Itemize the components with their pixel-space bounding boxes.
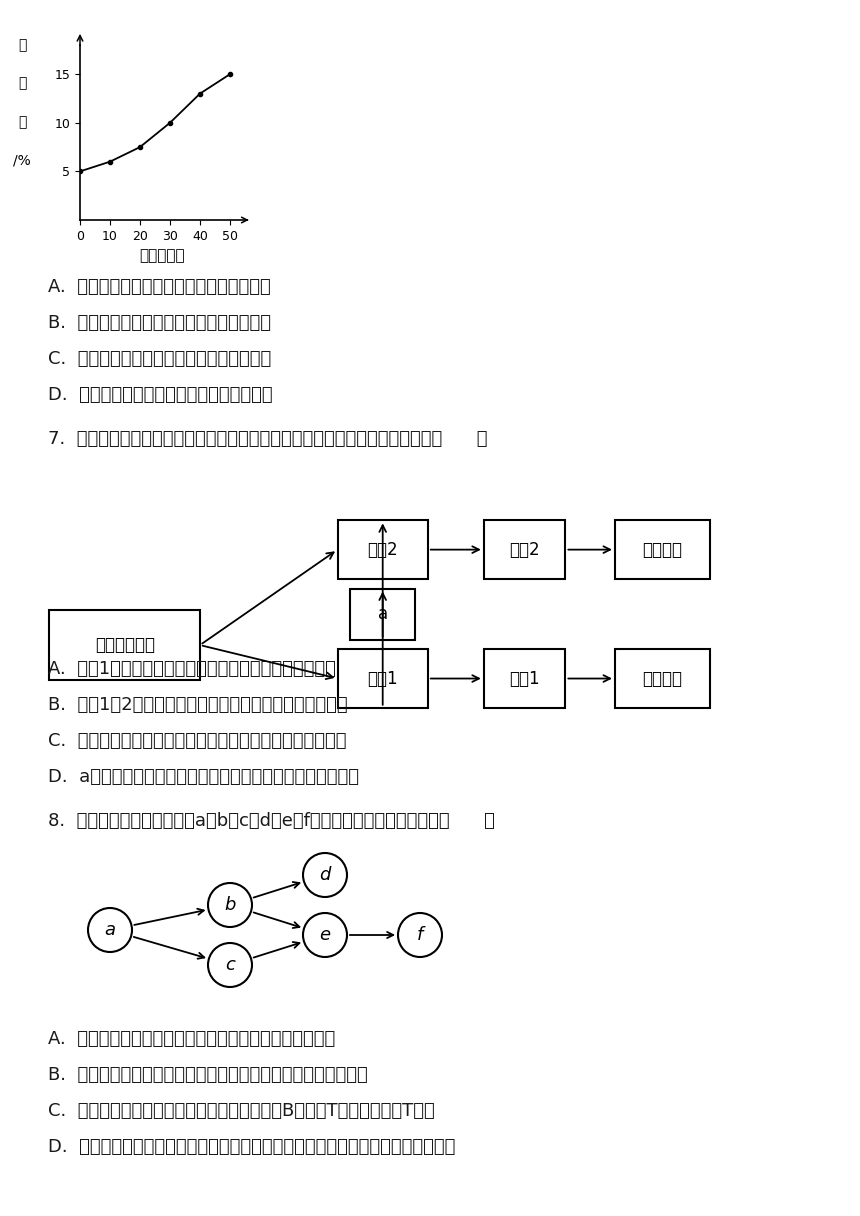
Text: 8.  下侧的生物学概念图中，a、b、c、d、e、f依次所代表的概念正确的是（      ）: 8. 下侧的生物学概念图中，a、b、c、d、e、f依次所代表的概念正确的是（ ） — [48, 812, 494, 831]
Bar — [483, 520, 566, 579]
Text: 品系2: 品系2 — [509, 541, 540, 558]
Bar — [337, 649, 428, 708]
Circle shape — [208, 883, 252, 927]
Text: A.  定向诱导了控制高含油量基因的自由组合: A. 定向诱导了控制高含油量基因的自由组合 — [48, 278, 271, 295]
Text: 蒙古冰草: 蒙古冰草 — [642, 670, 682, 687]
Text: 某冰草原种群: 某冰草原种群 — [95, 636, 155, 654]
Bar — [615, 520, 710, 579]
Text: b: b — [224, 896, 236, 914]
Text: a: a — [105, 921, 115, 939]
Text: B.  神经系统、中枢神经系统、外周神经系统、脑、脊髓、言语区: B. 神经系统、中枢神经系统、外周神经系统、脑、脊髓、言语区 — [48, 1066, 368, 1083]
Circle shape — [398, 913, 442, 957]
Text: 种群2: 种群2 — [367, 541, 398, 558]
X-axis label: 选择世代数: 选择世代数 — [139, 248, 185, 264]
Text: /%: /% — [14, 153, 31, 168]
Bar — [615, 649, 710, 708]
Text: D.  生态系统结构、营养结构、组成成分、非生物的物质和能量、生物群落、生产者: D. 生态系统结构、营养结构、组成成分、非生物的物质和能量、生物群落、生产者 — [48, 1138, 456, 1156]
Text: 量: 量 — [18, 116, 27, 129]
Text: a: a — [378, 606, 388, 623]
Bar — [49, 610, 200, 681]
Text: e: e — [319, 927, 330, 944]
Text: C.  免疫细胞、淋巴细胞、树突状和巨噬细胞、B细胞、T细胞、辅助性T细胞: C. 免疫细胞、淋巴细胞、树突状和巨噬细胞、B细胞、T细胞、辅助性T细胞 — [48, 1102, 435, 1120]
Text: A.  种群1个体间形态等方面的差异，体现的是遗传多样性: A. 种群1个体间形态等方面的差异，体现的是遗传多样性 — [48, 660, 336, 679]
Text: C.  蒙古冰草和沙生冰草利用的资源相同和占有的生态位相同: C. 蒙古冰草和沙生冰草利用的资源相同和占有的生态位相同 — [48, 732, 347, 750]
Bar — [351, 589, 415, 640]
Text: f: f — [417, 927, 423, 944]
Text: D.  人工选择使高含油量基因的基因频率增大: D. 人工选择使高含油量基因的基因频率增大 — [48, 385, 273, 404]
Text: 沙生冰草: 沙生冰草 — [642, 541, 682, 558]
Text: D.  a是地理隔离，是形成蒙古冰草和沙生冰草两个物种的标志: D. a是地理隔离，是形成蒙古冰草和沙生冰草两个物种的标志 — [48, 769, 359, 786]
Circle shape — [303, 913, 347, 957]
Text: c: c — [225, 956, 235, 974]
Text: C.  改变了油菜的基因库，导致新物种的产生: C. 改变了油菜的基因库，导致新物种的产生 — [48, 350, 271, 368]
Text: 油: 油 — [18, 77, 27, 90]
Text: 含: 含 — [18, 38, 27, 52]
Text: d: d — [319, 866, 331, 884]
Text: 7.  下图表示蒙古冰草和沙生冰草两个物种形成的机制。下列相关叙述正确的是（      ）: 7. 下图表示蒙古冰草和沙生冰草两个物种形成的机制。下列相关叙述正确的是（ ） — [48, 430, 488, 447]
Circle shape — [303, 852, 347, 897]
Bar — [337, 520, 428, 579]
Text: B.  品系1、2中有些基因不同，基因是自然选择的直接对象: B. 品系1、2中有些基因不同，基因是自然选择的直接对象 — [48, 696, 347, 714]
Text: A.  体液、细胞外液、细胞内液、组织液、血液、血红蛋白: A. 体液、细胞外液、细胞内液、组织液、血液、血红蛋白 — [48, 1030, 335, 1048]
Circle shape — [88, 908, 132, 952]
Circle shape — [208, 942, 252, 987]
Bar — [483, 649, 566, 708]
Text: 品系1: 品系1 — [509, 670, 540, 687]
Text: B.  改变了控制产油的这对等位基因的总频率: B. 改变了控制产油的这对等位基因的总频率 — [48, 314, 271, 332]
Text: 种群1: 种群1 — [367, 670, 398, 687]
